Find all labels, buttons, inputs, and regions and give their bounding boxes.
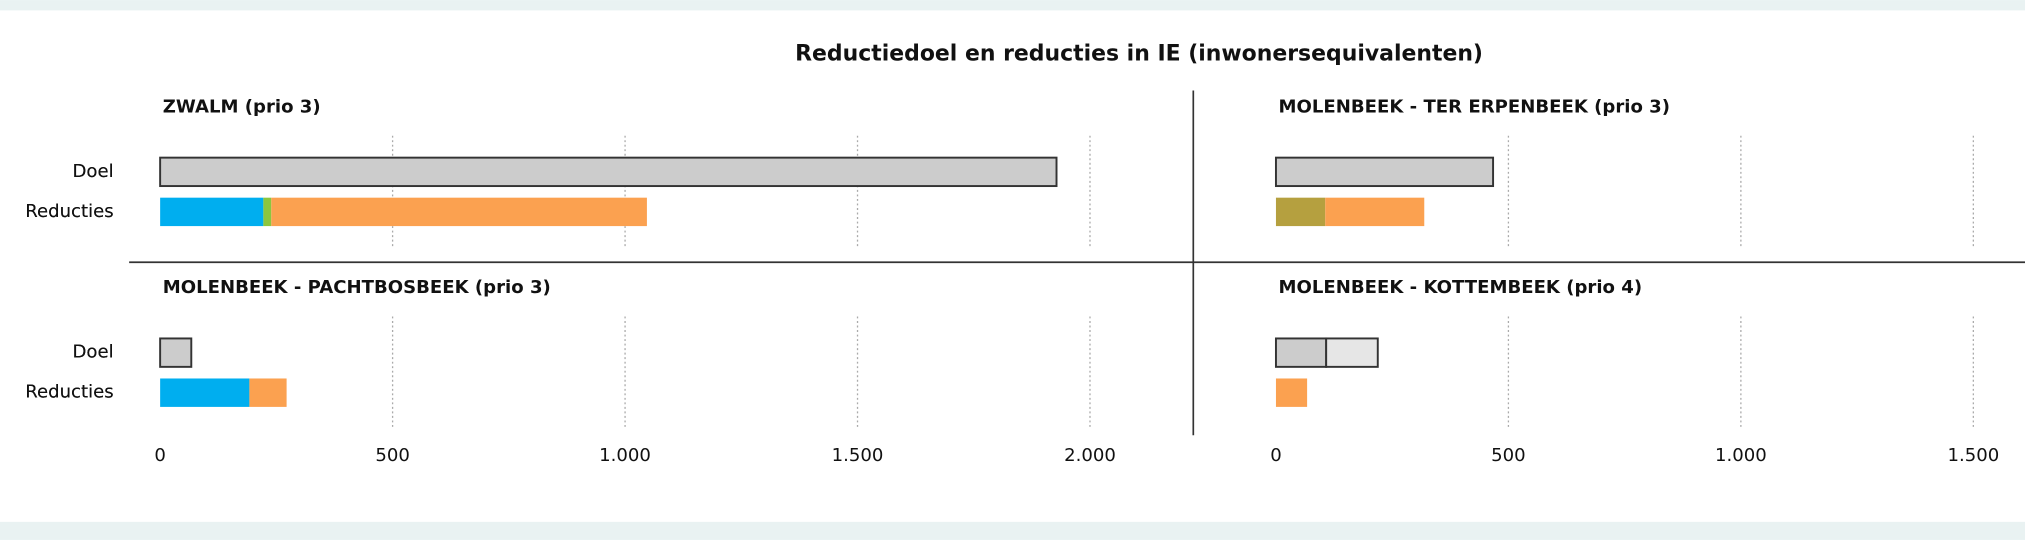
x-tick-label: 1.000 <box>599 445 651 466</box>
bar <box>1325 197 1425 227</box>
bar <box>160 197 264 227</box>
panel-title: MOLENBEEK - PACHTBOSBEEK (prio 3) <box>163 277 551 298</box>
x-tick-label: 2.000 <box>1064 445 1116 466</box>
x-tick-label: 0 <box>1270 445 1282 466</box>
bar <box>1325 337 1379 368</box>
x-tick-label: 1.500 <box>832 445 884 466</box>
bar <box>249 378 287 407</box>
top-band <box>0 0 2025 11</box>
panel-title: ZWALM (prio 3) <box>163 96 321 117</box>
bar <box>159 156 1058 188</box>
bar <box>160 378 250 407</box>
y-tick-label: Doel <box>73 342 114 363</box>
bar <box>1275 197 1326 227</box>
x-tick-label: 0 <box>154 445 166 466</box>
y-tick-label: Reducties <box>25 201 113 222</box>
x-tick-label: 1.500 <box>1947 445 1999 466</box>
x-tick-label: 500 <box>375 445 410 466</box>
bar <box>263 197 272 227</box>
bar <box>271 197 647 227</box>
bottom-band <box>0 521 2025 540</box>
y-tick-label: Doel <box>73 161 114 182</box>
bar <box>159 337 193 368</box>
y-tick-label: Doel <box>73 342 114 363</box>
chart-title: Reductiedoel en reducties in IE (inwoner… <box>795 41 1483 66</box>
bar <box>1274 156 1495 188</box>
x-tick-label: 500 <box>1491 445 1526 466</box>
panel-title: MOLENBEEK - KOTTEMBEEK (prio 4) <box>1279 277 1643 298</box>
y-tick-label: Doel <box>73 161 114 182</box>
panel-title: MOLENBEEK - TER ERPENBEEK (prio 3) <box>1279 96 1670 117</box>
y-tick-label: Reducties <box>25 382 113 403</box>
bar <box>1274 337 1328 368</box>
y-tick-label: Reducties <box>25 382 113 403</box>
x-tick-label: 1.000 <box>1715 445 1767 466</box>
bar <box>1275 378 1308 407</box>
y-tick-label: Reducties <box>25 201 113 222</box>
